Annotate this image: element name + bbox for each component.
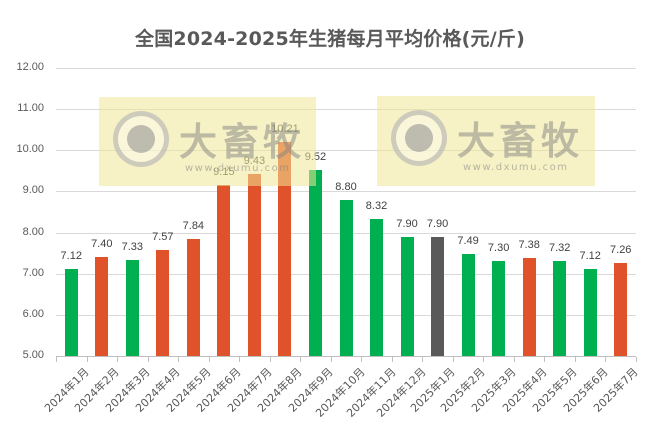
- bar[interactable]: [186, 239, 200, 356]
- bar[interactable]: [156, 250, 170, 356]
- x-tick-mark: [513, 357, 515, 362]
- y-tick-label: 5.00: [22, 349, 44, 361]
- watermark-brand: 大畜牧: [179, 120, 306, 164]
- bar[interactable]: [400, 236, 414, 356]
- x-tick-mark: [391, 357, 393, 362]
- bar[interactable]: [461, 253, 475, 356]
- bar[interactable]: [522, 258, 536, 356]
- x-axis-line: [56, 356, 636, 357]
- x-tick-mark: [452, 357, 454, 362]
- x-tick-mark: [117, 357, 119, 362]
- x-tick-mark: [636, 357, 637, 362]
- y-tick-label: 11.00: [17, 102, 44, 115]
- x-tick-mark: [239, 357, 241, 362]
- bar-value-label: 7.32: [548, 241, 571, 254]
- bar[interactable]: [64, 268, 78, 356]
- bar-value-label: 7.12: [60, 249, 82, 262]
- x-tick-mark: [56, 357, 57, 362]
- watermark-logo-icon: [391, 110, 447, 166]
- bar-value-label: 7.12: [579, 249, 601, 262]
- watermark-url: www.dxumu.com: [185, 163, 291, 174]
- y-tick-label: 9.00: [22, 184, 44, 197]
- watermark-url: www.dxumu.com: [463, 162, 569, 173]
- y-tick-label: 6.00: [22, 307, 44, 320]
- x-tick-mark: [422, 357, 424, 362]
- x-tick-mark: [574, 357, 576, 362]
- bar-value-label: 7.33: [121, 241, 144, 254]
- x-tick-mark: [300, 357, 302, 362]
- x-tick-mark: [178, 357, 180, 362]
- bar-value-label: 8.32: [365, 200, 388, 213]
- x-tick-mark: [208, 357, 210, 362]
- y-tick-label: 10.00: [16, 143, 44, 156]
- bar-value-label: 7.40: [91, 238, 113, 251]
- gridline: [56, 68, 636, 69]
- bar-value-label: 8.80: [335, 180, 357, 193]
- x-tick-mark: [361, 357, 363, 362]
- bar-value-label: 7.90: [396, 217, 418, 230]
- x-tick-mark: [147, 357, 149, 362]
- watermark-brand: 大畜牧: [457, 119, 584, 163]
- bar-value-label: 7.49: [457, 234, 479, 247]
- watermark-right: 大畜牧 www.dxumu.com: [377, 96, 595, 186]
- bar[interactable]: [553, 260, 567, 356]
- bar[interactable]: [125, 260, 139, 356]
- y-tick-label: 12.00: [16, 61, 44, 73]
- bar-value-label: 7.38: [518, 239, 540, 252]
- x-tick-mark: [86, 357, 88, 362]
- bar-value-label: 7.30: [487, 242, 510, 255]
- chart-title: 全国2024-2025年生猪每月平均价格(元/斤): [135, 28, 525, 50]
- watermark-logo-icon: [113, 111, 169, 167]
- bar[interactable]: [247, 173, 261, 356]
- bar[interactable]: [583, 268, 597, 356]
- bar[interactable]: [339, 199, 353, 356]
- x-tick-mark: [330, 357, 332, 362]
- plot-area: 7.127.407.337.577.849.159.4310.219.528.8…: [56, 68, 637, 362]
- x-tick-mark: [269, 357, 271, 362]
- bar[interactable]: [95, 257, 109, 356]
- y-tick-label: 8.00: [22, 225, 44, 238]
- y-tick-label: 7.00: [22, 266, 44, 279]
- gridline: [56, 191, 636, 193]
- bar[interactable]: [217, 185, 231, 356]
- bar-value-label: 7.57: [152, 231, 174, 244]
- bar-value-label: 7.90: [426, 217, 449, 230]
- bar[interactable]: [492, 261, 506, 356]
- bar-value-label: 7.84: [182, 220, 205, 233]
- bar-value-label: 7.26: [610, 244, 632, 257]
- watermark-left: 大畜牧 www.dxumu.com: [99, 97, 316, 186]
- gridline: [56, 109, 636, 111]
- x-tick-mark: [483, 357, 485, 362]
- bar[interactable]: [431, 236, 445, 356]
- bar[interactable]: [370, 219, 384, 356]
- x-tick-mark: [544, 357, 546, 362]
- x-tick-mark: [605, 357, 607, 362]
- bar[interactable]: [278, 141, 292, 356]
- bar[interactable]: [308, 170, 322, 356]
- gridline: [56, 150, 636, 152]
- bar[interactable]: [614, 263, 628, 356]
